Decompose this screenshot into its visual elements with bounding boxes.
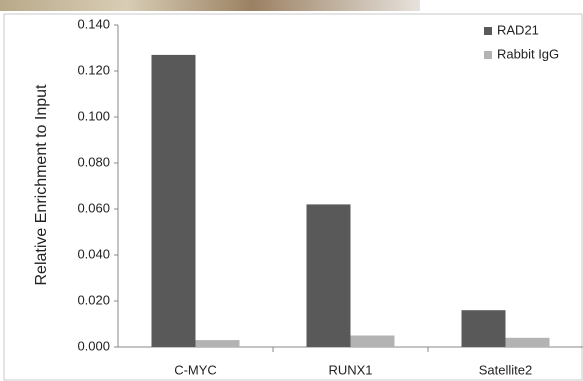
bar bbox=[195, 340, 240, 347]
bar bbox=[461, 310, 506, 347]
bar bbox=[151, 54, 196, 348]
x-tick-label: C-MYC bbox=[174, 362, 217, 377]
y-axis-label: Relative Enrichment to Input bbox=[33, 84, 50, 286]
legend-label: Rabbit IgG bbox=[497, 46, 559, 61]
y-tick-label: 0.060 bbox=[77, 200, 110, 215]
y-tick-label: 0.140 bbox=[77, 16, 110, 31]
header-strip bbox=[0, 0, 420, 11]
bar bbox=[350, 335, 395, 347]
x-tick-label: RUNX1 bbox=[328, 362, 372, 377]
x-tick-label: Satellite2 bbox=[479, 362, 532, 377]
y-tick-label: 0.120 bbox=[77, 62, 110, 77]
bar bbox=[306, 204, 351, 347]
y-tick-label: 0.000 bbox=[77, 338, 110, 353]
y-tick-label: 0.020 bbox=[77, 292, 110, 307]
legend-swatch bbox=[484, 27, 492, 35]
chart-frame bbox=[3, 13, 583, 381]
y-tick-label: 0.040 bbox=[77, 246, 110, 261]
legend-label: RAD21 bbox=[497, 22, 539, 37]
y-tick-label: 0.080 bbox=[77, 154, 110, 169]
y-tick-label: 0.100 bbox=[77, 108, 110, 123]
legend-swatch bbox=[484, 51, 492, 59]
bar bbox=[505, 337, 550, 347]
